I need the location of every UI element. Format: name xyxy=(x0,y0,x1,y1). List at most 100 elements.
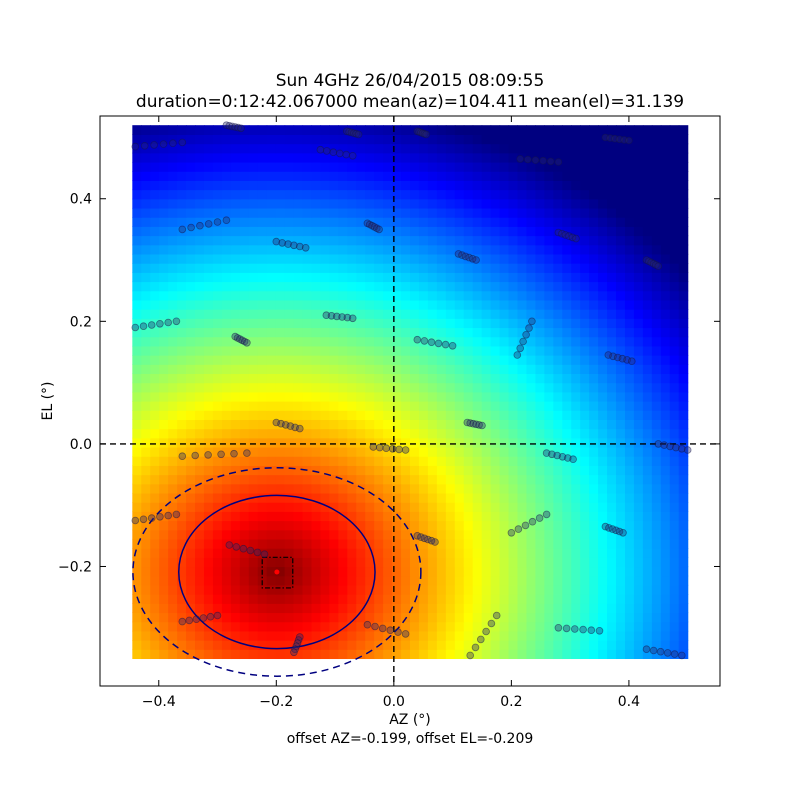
heatmap-cell xyxy=(436,640,447,650)
heatmap-cell xyxy=(678,281,689,292)
heatmap-cell xyxy=(293,437,304,448)
heatmap-cell xyxy=(239,630,250,641)
heatmap-cell xyxy=(642,640,653,650)
heatmap-cell xyxy=(562,401,572,411)
heatmap-cell xyxy=(418,630,429,641)
heatmap-cell xyxy=(651,207,662,218)
heatmap-cell xyxy=(230,483,241,494)
scan-point xyxy=(246,546,255,555)
heatmap-cell xyxy=(598,207,608,218)
heatmap-cell xyxy=(203,566,214,577)
heatmap-cell xyxy=(186,299,196,310)
heatmap-cell xyxy=(356,290,366,301)
heatmap-cell xyxy=(203,483,214,494)
heatmap-cell xyxy=(141,437,151,448)
heatmap-cell xyxy=(338,207,348,218)
heatmap-cell xyxy=(159,253,169,264)
heatmap-cell xyxy=(257,456,268,466)
heatmap-cell xyxy=(678,373,689,384)
heatmap-cell xyxy=(562,529,572,540)
heatmap-cell xyxy=(517,594,528,604)
heatmap-cell xyxy=(607,327,617,338)
heatmap-cell xyxy=(571,428,581,439)
heatmap-cell xyxy=(490,327,501,338)
heatmap-cell xyxy=(320,318,330,329)
heatmap-cell xyxy=(481,327,492,338)
heatmap-cell xyxy=(159,529,169,540)
heatmap-cell xyxy=(266,492,277,503)
scan-point xyxy=(178,452,187,461)
heatmap-cell xyxy=(607,143,617,154)
heatmap-cell xyxy=(454,143,465,154)
heatmap-cell xyxy=(203,134,214,145)
heatmap-cell xyxy=(571,373,581,384)
heatmap-cell xyxy=(427,290,438,301)
heatmap-cell xyxy=(248,474,259,485)
heatmap-cell xyxy=(669,538,680,549)
heatmap-cell xyxy=(445,410,456,420)
heatmap-cell xyxy=(221,235,232,246)
heatmap-cell xyxy=(311,594,322,604)
heatmap-cell xyxy=(177,557,187,568)
heatmap-cell xyxy=(338,584,348,595)
heatmap-cell xyxy=(356,281,366,292)
heatmap-cell xyxy=(508,318,519,329)
heatmap-cell xyxy=(401,538,411,549)
heatmap-cell xyxy=(177,612,187,623)
heatmap-cell xyxy=(678,511,689,522)
heatmap-cell xyxy=(418,511,429,522)
heatmap-cell xyxy=(571,520,581,531)
heatmap-cell xyxy=(284,217,295,227)
heatmap-cell xyxy=(589,437,599,448)
heatmap-cell xyxy=(141,566,151,577)
heatmap-cell xyxy=(589,483,599,494)
heatmap-cell xyxy=(589,373,599,384)
heatmap-cell xyxy=(365,520,375,531)
heatmap-cell xyxy=(454,263,465,273)
heatmap-cell xyxy=(132,584,142,595)
heatmap-cell xyxy=(248,171,259,181)
heatmap-cell xyxy=(490,373,501,384)
heatmap-cell xyxy=(266,134,277,145)
heatmap-cell xyxy=(607,134,617,145)
heatmap-cell xyxy=(293,640,304,650)
heatmap-cell xyxy=(150,263,160,273)
heatmap-cell xyxy=(338,327,348,338)
heatmap-cell xyxy=(212,465,223,476)
heatmap-cell xyxy=(454,584,465,595)
heatmap-cell xyxy=(580,502,590,512)
heatmap-cell xyxy=(454,161,465,172)
heatmap-cell xyxy=(580,529,590,540)
heatmap-cell xyxy=(347,180,357,191)
heatmap-cell xyxy=(410,235,420,246)
heatmap-cell xyxy=(499,355,510,365)
heatmap-cell xyxy=(633,594,644,604)
heatmap-cell xyxy=(320,226,330,237)
heatmap-cell xyxy=(365,502,375,512)
heatmap-cell xyxy=(508,557,519,568)
heatmap-cell xyxy=(633,299,644,310)
heatmap-cell xyxy=(678,318,689,329)
heatmap-cell xyxy=(499,272,510,283)
heatmap-cell xyxy=(562,217,572,227)
heatmap-cell xyxy=(168,401,178,411)
heatmap-cell xyxy=(338,161,348,172)
heatmap-cell xyxy=(230,520,241,531)
heatmap-cell xyxy=(508,143,519,154)
heatmap-cell xyxy=(365,437,375,448)
heatmap-cell xyxy=(177,217,187,227)
scan-point xyxy=(482,627,490,636)
heatmap-cell xyxy=(266,171,277,181)
heatmap-cell xyxy=(499,171,510,181)
heatmap-cell xyxy=(302,281,313,292)
heatmap-cell xyxy=(642,649,653,660)
heatmap-cell xyxy=(562,474,572,485)
scan-point xyxy=(172,317,181,326)
heatmap-cell xyxy=(141,318,151,329)
heatmap-cell xyxy=(660,649,671,660)
heatmap-cell xyxy=(401,575,411,586)
heatmap-cell xyxy=(275,502,286,512)
heatmap-cell xyxy=(669,557,680,568)
heatmap-cell xyxy=(195,355,205,365)
heatmap-cell xyxy=(257,309,268,319)
